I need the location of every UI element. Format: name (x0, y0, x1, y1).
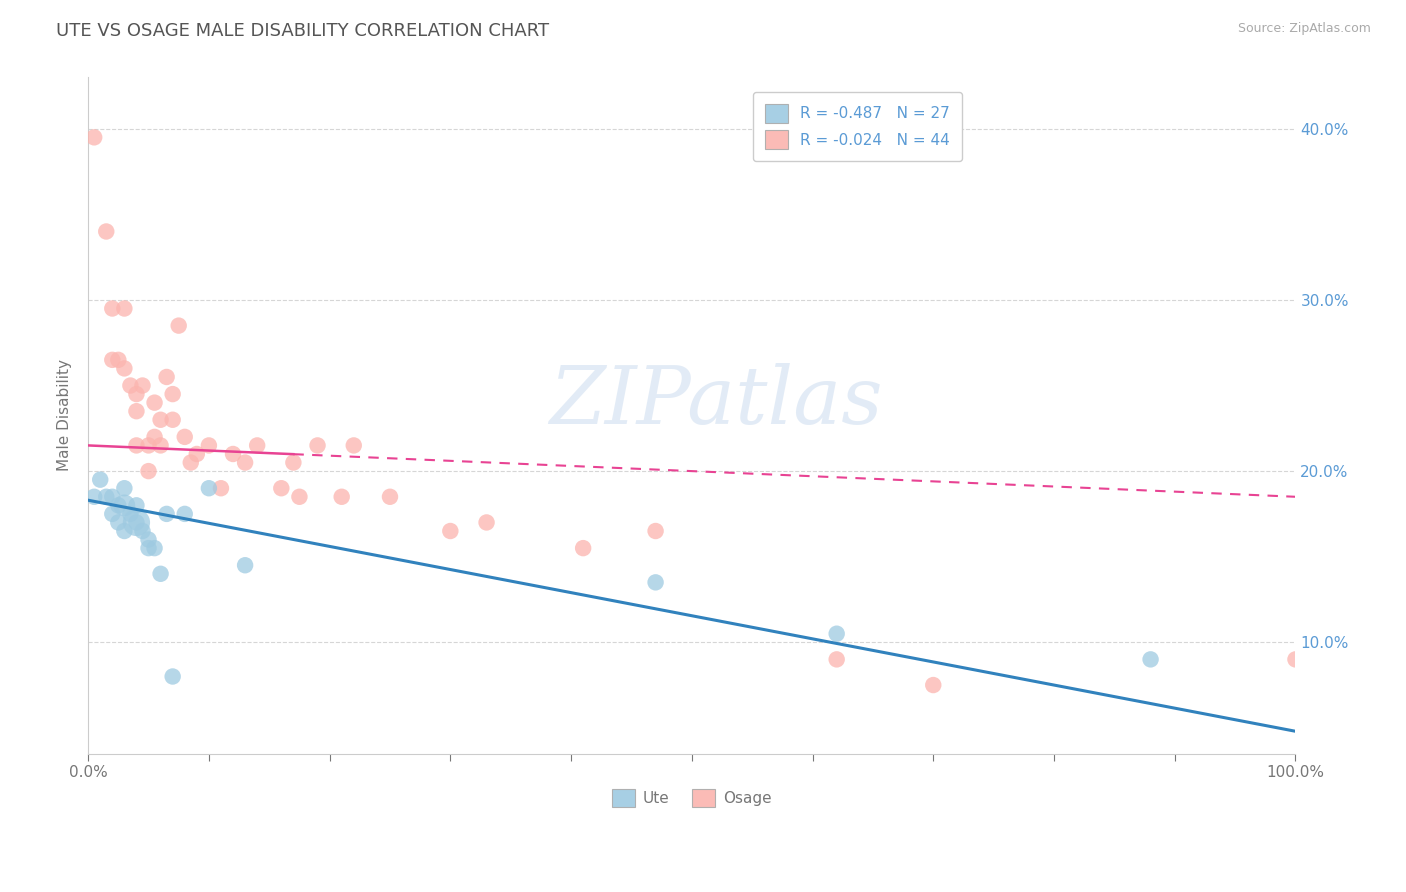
Point (149, 566, 172, 581)
Point (101, 352, 124, 367)
Point (922, 678, 945, 692)
Point (138, 541, 160, 555)
Point (125, 387, 148, 401)
Point (644, 524, 666, 538)
Point (378, 490, 401, 504)
Point (125, 516, 148, 530)
Point (138, 464, 160, 478)
Point (283, 456, 305, 470)
Point (120, 507, 142, 521)
Point (143, 541, 166, 555)
Point (83, 130, 105, 145)
Point (125, 438, 148, 452)
Point (112, 361, 135, 376)
Text: ZIPatlas: ZIPatlas (550, 363, 883, 441)
Point (112, 481, 135, 495)
Point (89, 473, 111, 487)
Point (83, 490, 105, 504)
Text: UTE VS OSAGE MALE DISABILITY CORRELATION CHART: UTE VS OSAGE MALE DISABILITY CORRELATION… (56, 22, 550, 40)
Point (1139, 652, 1161, 666)
Point (112, 499, 135, 513)
Point (233, 558, 256, 573)
Y-axis label: Male Disability: Male Disability (58, 359, 72, 472)
Point (101, 301, 124, 316)
Point (246, 438, 269, 452)
Point (101, 490, 124, 504)
Point (307, 438, 329, 452)
Point (101, 507, 124, 521)
Point (198, 438, 221, 452)
Point (125, 516, 148, 530)
Point (439, 524, 461, 538)
Point (825, 652, 848, 666)
Point (162, 387, 184, 401)
Point (173, 430, 195, 444)
Point (162, 413, 184, 427)
Point (233, 456, 256, 470)
Point (107, 499, 129, 513)
Point (112, 524, 135, 538)
Point (96, 490, 118, 504)
Point (186, 447, 208, 461)
Point (149, 413, 172, 427)
Point (131, 524, 153, 538)
Point (125, 404, 148, 418)
Point (475, 516, 498, 530)
Legend: Ute, Osage: Ute, Osage (606, 782, 778, 814)
Point (156, 507, 179, 521)
Point (644, 575, 666, 590)
Point (125, 499, 148, 513)
Point (149, 438, 172, 452)
Point (162, 669, 184, 683)
Point (1284, 652, 1306, 666)
Point (825, 626, 848, 640)
Point (107, 516, 129, 530)
Point (143, 430, 166, 444)
Point (156, 370, 179, 384)
Point (222, 447, 245, 461)
Point (343, 438, 366, 452)
Text: Source: ZipAtlas.com: Source: ZipAtlas.com (1237, 22, 1371, 36)
Point (120, 378, 142, 392)
Point (198, 481, 221, 495)
Point (572, 541, 595, 555)
Point (112, 301, 135, 316)
Point (330, 490, 353, 504)
Point (173, 507, 195, 521)
Point (180, 456, 202, 470)
Point (209, 481, 232, 495)
Point (270, 481, 292, 495)
Point (288, 490, 311, 504)
Point (138, 533, 160, 547)
Point (107, 352, 129, 367)
Point (131, 378, 153, 392)
Point (167, 318, 190, 333)
Point (138, 438, 160, 452)
Point (96, 225, 118, 239)
Point (143, 395, 166, 409)
